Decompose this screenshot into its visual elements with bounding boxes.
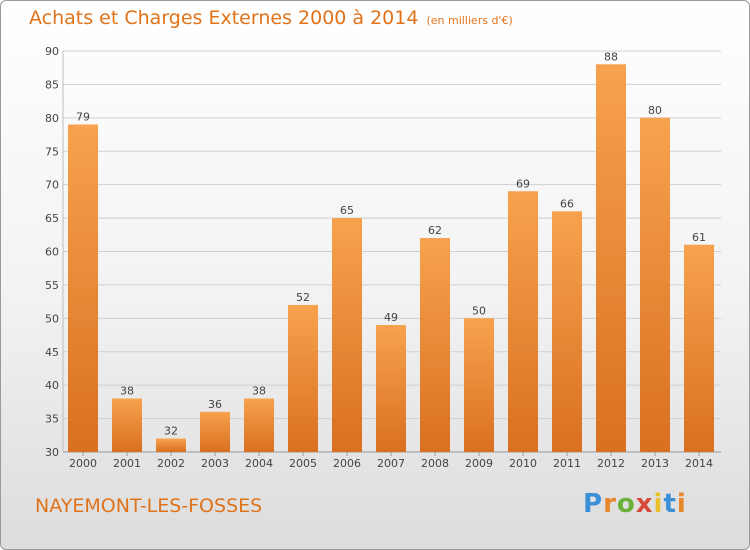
y-tick-label: 55 xyxy=(45,279,59,292)
bar xyxy=(244,398,274,452)
x-tick-label: 2012 xyxy=(597,457,625,470)
y-tick-label: 70 xyxy=(45,179,59,192)
bar-cap xyxy=(640,117,670,120)
bar-cap xyxy=(376,325,406,328)
logo-letter: t xyxy=(663,489,677,519)
data-label: 69 xyxy=(516,177,530,190)
y-tick-label: 30 xyxy=(45,446,59,459)
chart-title: Achats et Charges Externes 2000 à 2014 (e… xyxy=(29,7,513,29)
logo-letter: i xyxy=(676,489,687,519)
data-label: 49 xyxy=(384,311,398,324)
bar xyxy=(376,325,406,452)
x-tick-label: 2004 xyxy=(245,457,273,470)
bar-cap xyxy=(332,218,362,221)
bars xyxy=(68,64,714,453)
data-label: 36 xyxy=(208,398,222,411)
x-tick-label: 2011 xyxy=(553,457,581,470)
bar-cap xyxy=(288,304,318,307)
bar xyxy=(552,211,582,452)
bar-cap xyxy=(684,244,714,247)
data-label: 80 xyxy=(648,104,662,117)
x-tick-label: 2003 xyxy=(201,457,229,470)
y-tick-label: 60 xyxy=(45,246,59,259)
x-tick-label: 2007 xyxy=(377,457,405,470)
x-tick-label: 2000 xyxy=(69,457,97,470)
bar-cap xyxy=(420,238,450,241)
logo-letter: x xyxy=(635,489,654,519)
x-tick-label: 2008 xyxy=(421,457,449,470)
data-label: 88 xyxy=(604,50,618,63)
y-axis: 30 35 40 45 50 55 60 65 70 75 80 85 90 xyxy=(45,45,59,459)
logo-letter: o xyxy=(616,489,636,519)
place-name: NAYEMONT-LES-FOSSES xyxy=(35,495,263,517)
y-tick-label: 50 xyxy=(45,312,59,325)
data-label: 38 xyxy=(120,385,134,398)
bar-cap xyxy=(112,398,142,401)
logo-letter: r xyxy=(603,489,617,519)
data-label: 62 xyxy=(428,224,442,237)
chart-title-text: Achats et Charges Externes 2000 à 2014 xyxy=(29,7,419,29)
y-tick-label: 85 xyxy=(45,78,59,91)
bar xyxy=(508,191,538,452)
y-tick-label: 45 xyxy=(45,346,59,359)
bar-cap xyxy=(200,411,230,414)
bar xyxy=(156,438,186,452)
data-label: 61 xyxy=(692,231,706,244)
y-tick-label: 75 xyxy=(45,145,59,158)
proxiti-logo: Proxiti xyxy=(583,489,687,519)
x-tick-label: 2014 xyxy=(685,457,713,470)
x-tick-label: 2010 xyxy=(509,457,537,470)
x-tick-label: 2002 xyxy=(157,457,185,470)
y-tick-label: 65 xyxy=(45,212,59,225)
bar-cap xyxy=(464,318,494,321)
bar xyxy=(68,124,98,453)
data-labels: 79 38 32 36 38 52 65 49 62 50 69 66 88 80 61 xyxy=(76,50,706,437)
y-tick-label: 40 xyxy=(45,379,59,392)
bar xyxy=(640,117,670,452)
data-label: 65 xyxy=(340,204,354,217)
logo-letter: P xyxy=(583,489,604,519)
data-label: 79 xyxy=(76,111,90,124)
bar xyxy=(288,304,318,452)
data-label: 66 xyxy=(560,197,574,210)
logo-letter: i xyxy=(653,489,664,519)
y-tick-label: 35 xyxy=(45,413,59,426)
bar xyxy=(112,398,142,452)
bar xyxy=(420,238,450,452)
data-label: 38 xyxy=(252,385,266,398)
data-label: 32 xyxy=(164,425,178,438)
bar xyxy=(332,218,362,452)
x-tick-label: 2013 xyxy=(641,457,669,470)
x-tick-label: 2006 xyxy=(333,457,361,470)
bar xyxy=(464,318,494,452)
bar-cap xyxy=(244,398,274,401)
x-tick-label: 2001 xyxy=(113,457,141,470)
x-axis: 2000 2001 2002 2003 2004 2005 2006 2007 2008 2009… xyxy=(69,452,713,470)
y-tick-label: 90 xyxy=(45,45,59,58)
bar-cap xyxy=(68,124,98,127)
bar-cap xyxy=(156,438,186,441)
bar xyxy=(596,64,626,452)
bar xyxy=(200,411,230,452)
bar-cap xyxy=(508,191,538,194)
chart-subtitle: (en milliers d'€) xyxy=(426,14,513,27)
data-label: 50 xyxy=(472,304,486,317)
y-tick-label: 80 xyxy=(45,112,59,125)
bar xyxy=(684,244,714,452)
data-label: 52 xyxy=(296,291,310,304)
bar-cap xyxy=(596,64,626,67)
bar-cap xyxy=(552,211,582,214)
x-tick-label: 2005 xyxy=(289,457,317,470)
x-tick-label: 2009 xyxy=(465,457,493,470)
